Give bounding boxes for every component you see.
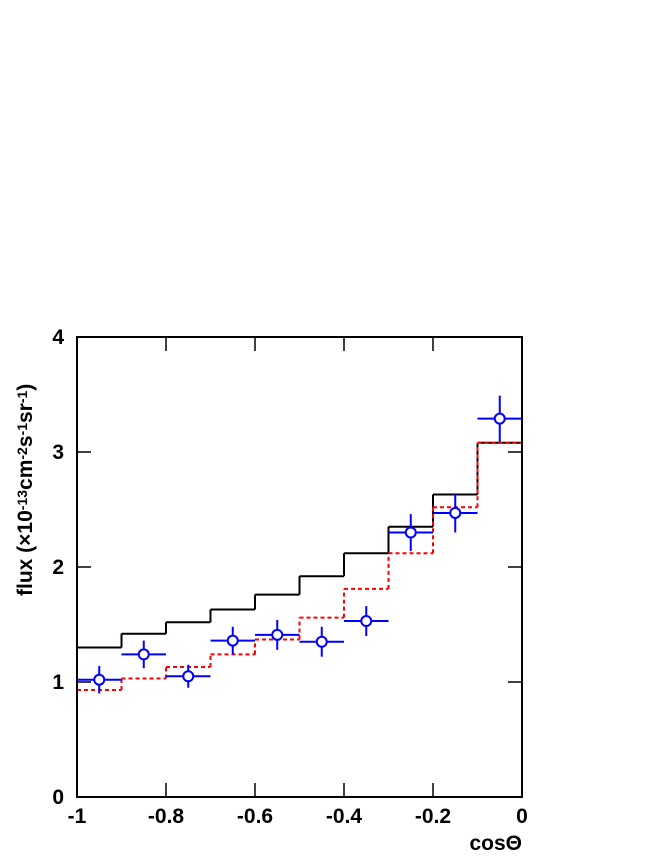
x-tick-label: -0.6 xyxy=(237,805,273,828)
y-axis-label-superscript: -1 xyxy=(14,390,30,403)
y-axis-label-superscript: -2 xyxy=(14,447,30,460)
y-tick-label: 2 xyxy=(52,556,64,579)
y-axis-label: flux (×10-13cm-2s-1sr-1) xyxy=(14,384,37,596)
y-axis-label-superscript: -1 xyxy=(14,423,30,436)
x-tick-label: -0.8 xyxy=(148,805,185,828)
y-axis-label-part: cm xyxy=(14,460,37,490)
y-axis-label-part: sr xyxy=(14,403,37,423)
data-point xyxy=(137,648,150,661)
x-tick-label: -0.4 xyxy=(326,805,363,828)
data-point xyxy=(226,634,239,647)
y-tick-label: 4 xyxy=(52,326,64,349)
data-point xyxy=(271,628,284,641)
y-tick-label: 3 xyxy=(52,441,64,464)
y-axis-label-superscript: -13 xyxy=(14,490,30,510)
x-tick-label: 0 xyxy=(516,805,528,828)
data-point xyxy=(93,673,106,686)
data-point xyxy=(449,506,462,519)
y-tick-label: 0 xyxy=(52,786,64,809)
data-point xyxy=(360,615,373,628)
y-tick-label: 1 xyxy=(52,671,64,694)
x-tick-label: -0.2 xyxy=(415,805,451,828)
y-axis-label-part: flux (×10 xyxy=(14,510,37,596)
data-point xyxy=(404,526,417,539)
y-axis-label-part: s xyxy=(14,435,37,447)
x-axis-label: cosΘ xyxy=(469,832,522,855)
x-tick-label: -1 xyxy=(68,805,87,828)
y-axis-label-part: ) xyxy=(14,384,37,391)
data-point xyxy=(315,635,328,648)
data-point xyxy=(182,670,195,683)
data-point xyxy=(493,412,506,425)
plot-frame xyxy=(76,336,523,798)
